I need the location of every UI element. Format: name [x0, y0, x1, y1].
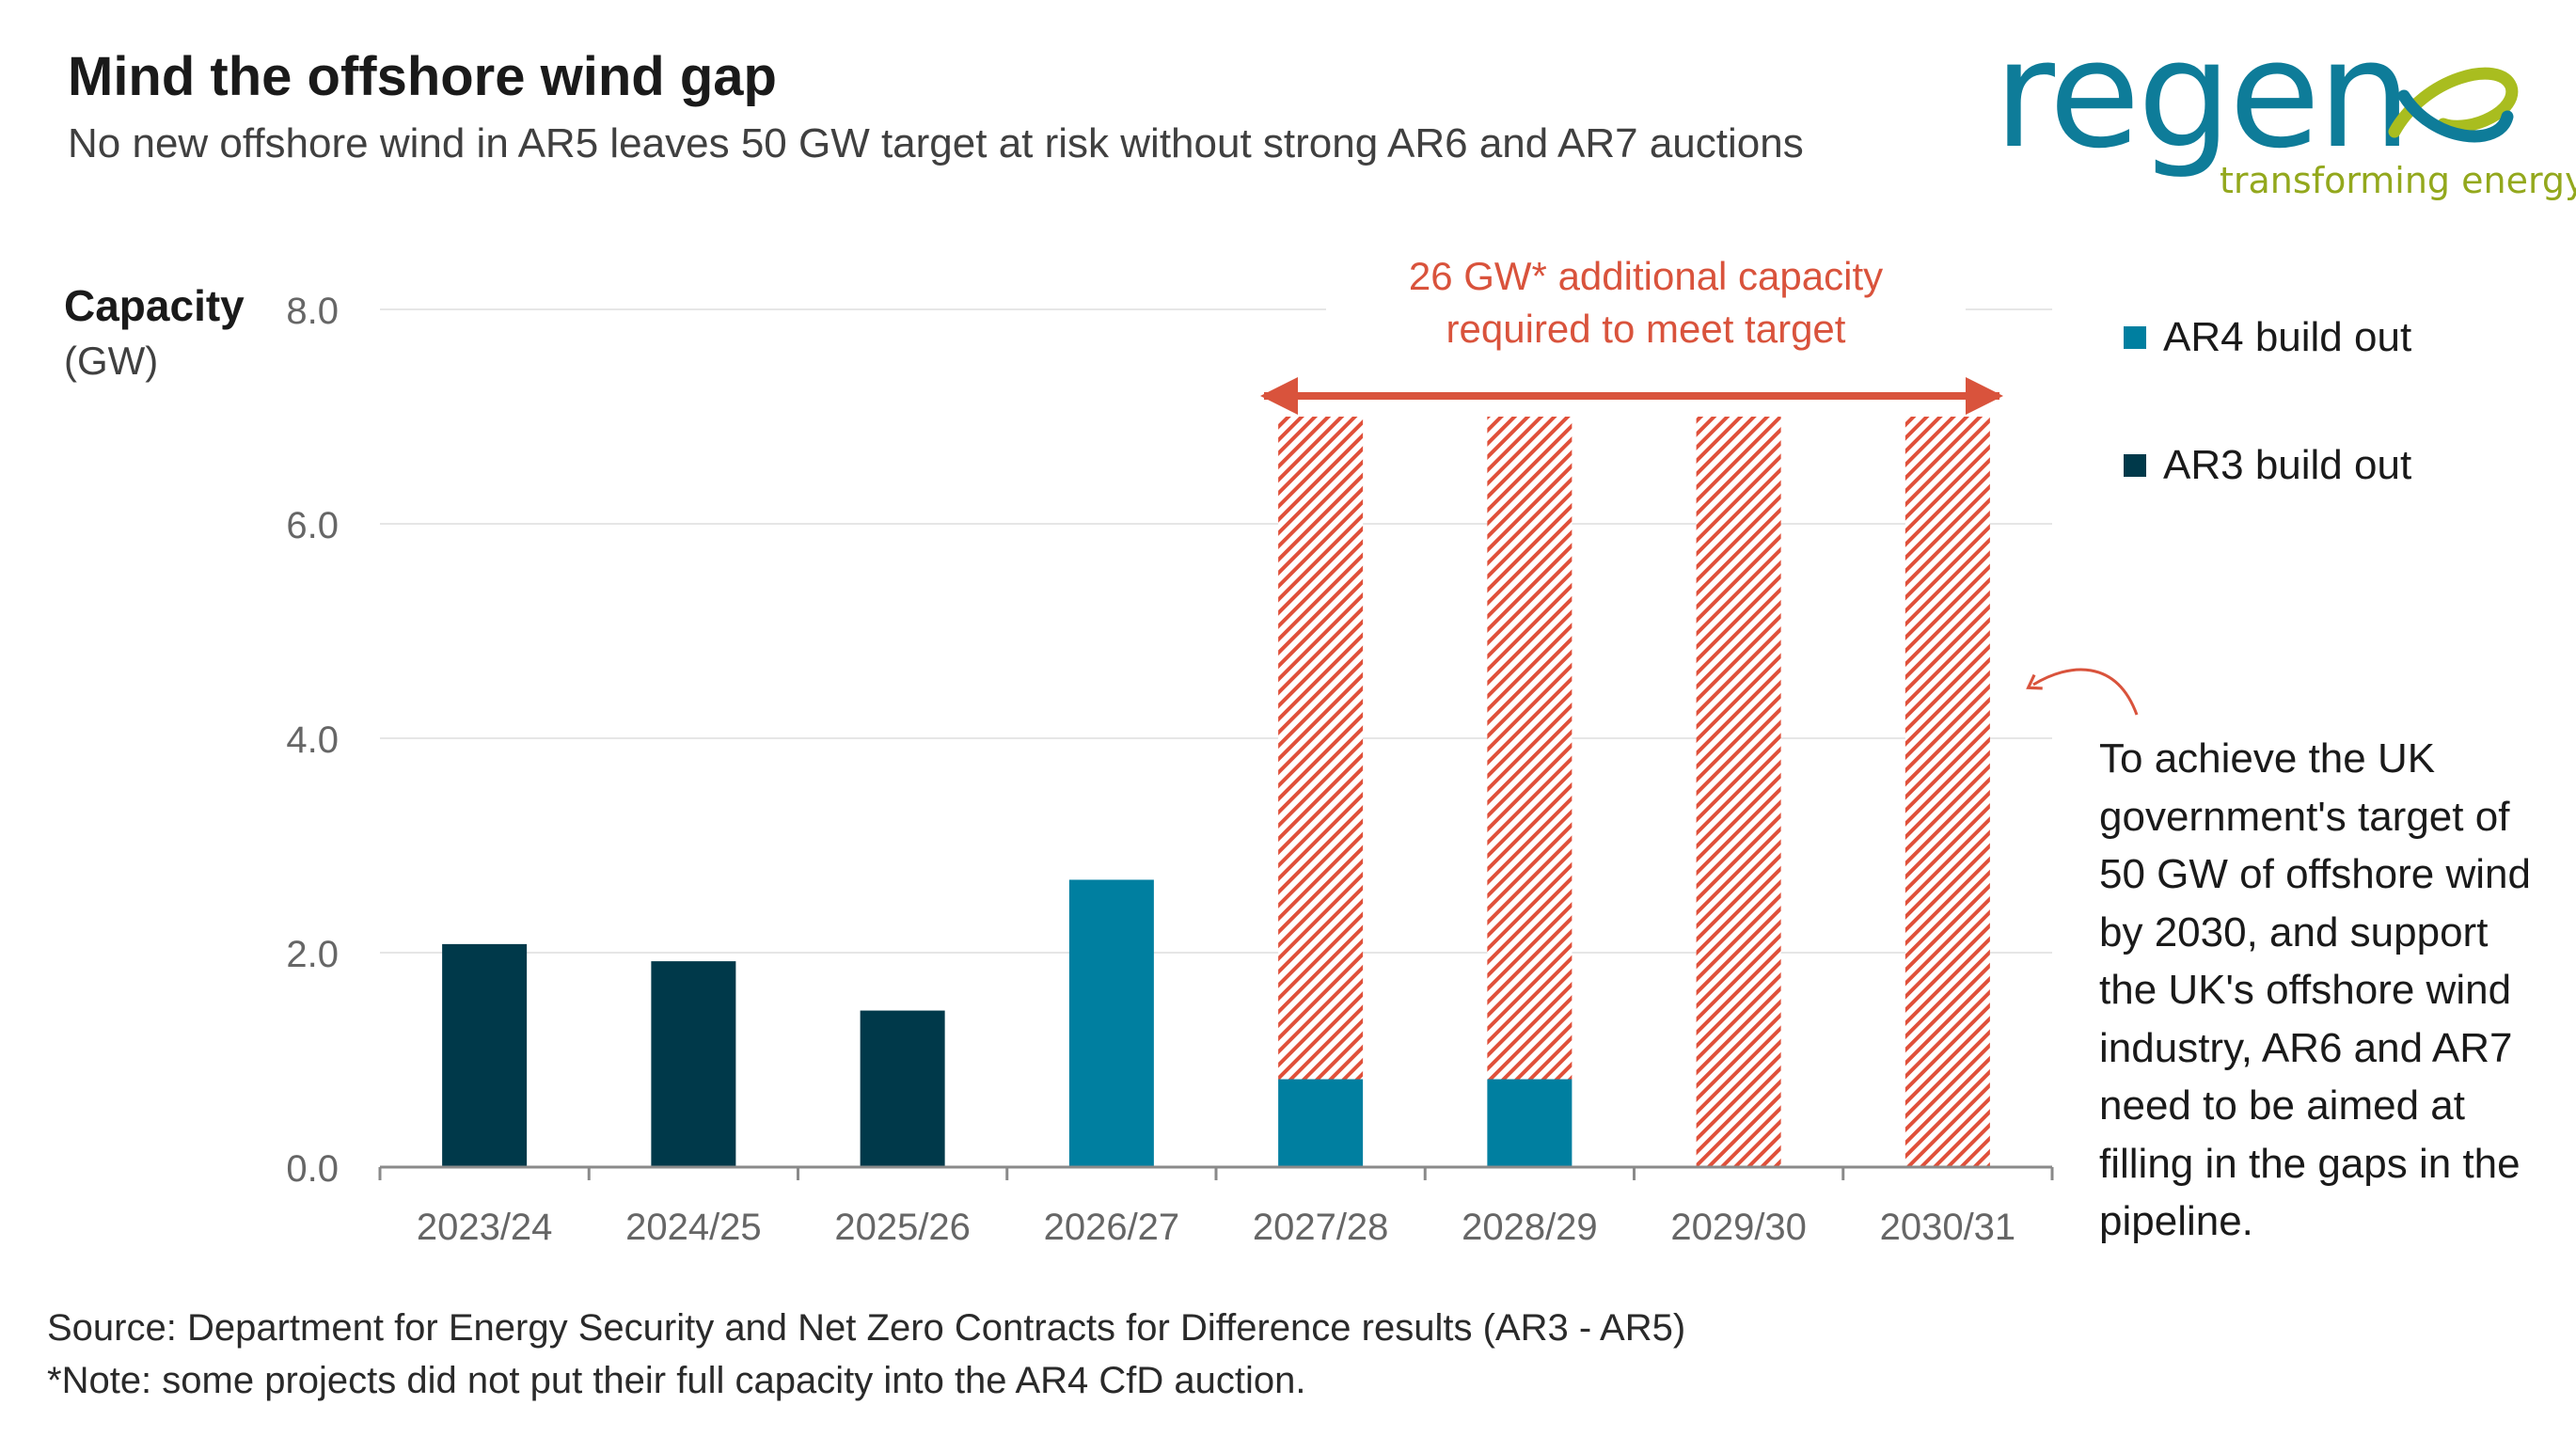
bar-gap — [1696, 417, 1781, 1167]
bar-ar3 — [651, 961, 736, 1167]
legend-swatch-ar3 — [2124, 454, 2146, 477]
y-axis-unit: (GW) — [64, 339, 159, 383]
bars — [442, 417, 1990, 1167]
bar-ar4 — [1278, 1079, 1364, 1167]
legend-label-ar4: AR4 build out — [2163, 314, 2412, 360]
bar-chart: 0.0 2.0 4.0 6.0 8.0 2023/24 2024/25 2025/26 2026… — [286, 291, 2139, 1248]
x-tick-label: 2027/28 — [1253, 1207, 1389, 1248]
bar-ar3 — [860, 1010, 945, 1167]
source-note: Source: Department for Energy Security a… — [47, 1307, 1686, 1349]
bar-gap — [1487, 417, 1572, 1080]
legend-swatch-ar4 — [2124, 326, 2146, 349]
y-tick-label: 2.0 — [286, 934, 339, 975]
gap-annotation-line-1: 26 GW* additional capacity — [1408, 254, 1884, 298]
y-axis-label: Capacity — [64, 281, 245, 330]
x-tick-label: 2028/29 — [1462, 1207, 1598, 1248]
gap-annotation-line-2: required to meet target — [1446, 307, 1846, 351]
y-tick-label: 6.0 — [286, 505, 339, 546]
chart-title: Mind the offshore wind gap — [68, 46, 777, 107]
regen-logo: regen transforming energy — [1994, 21, 2576, 216]
x-tick-label: 2024/25 — [625, 1207, 762, 1248]
x-tick-label: 2026/27 — [1044, 1207, 1180, 1248]
y-tick-label: 8.0 — [286, 291, 339, 332]
bar-ar4 — [1487, 1079, 1572, 1167]
legend-item-ar4: AR4 build out — [2124, 314, 2411, 361]
x-tick-label: 2030/31 — [1880, 1207, 2016, 1248]
logo-swoosh-icon — [2388, 67, 2519, 143]
y-tick-label: 4.0 — [286, 719, 339, 761]
gap-annotation: 26 GW* additional capacity required to m… — [1326, 250, 1966, 355]
chart-subtitle: No new offshore wind in AR5 leaves 50 GW… — [68, 120, 1804, 166]
bar-gap — [1278, 417, 1364, 1080]
bar-ar4 — [1068, 879, 1154, 1167]
x-tick-label: 2025/26 — [834, 1207, 971, 1248]
bar-gap — [1904, 417, 1990, 1167]
x-tick-label: 2023/24 — [417, 1207, 553, 1248]
y-tick-label: 0.0 — [286, 1148, 339, 1190]
footnote: *Note: some projects did not put their f… — [47, 1360, 1306, 1401]
legend-label-ar3: AR3 build out — [2163, 442, 2412, 488]
annotation-pointer-arrow — [2026, 668, 2139, 716]
axes: 0.0 2.0 4.0 6.0 8.0 2023/24 2024/25 2025/26 2026… — [286, 291, 2054, 1248]
gridlines — [380, 308, 2052, 954]
legend-item-ar3: AR3 build out — [2124, 442, 2411, 489]
logo-wordmark: regen — [1994, 8, 2411, 182]
side-annotation: To achieve the UK government's target of… — [2099, 735, 2531, 1244]
x-tick-label: 2029/30 — [1670, 1207, 1807, 1248]
logo-tagline: transforming energy — [2220, 160, 2576, 201]
bar-ar3 — [442, 943, 528, 1167]
